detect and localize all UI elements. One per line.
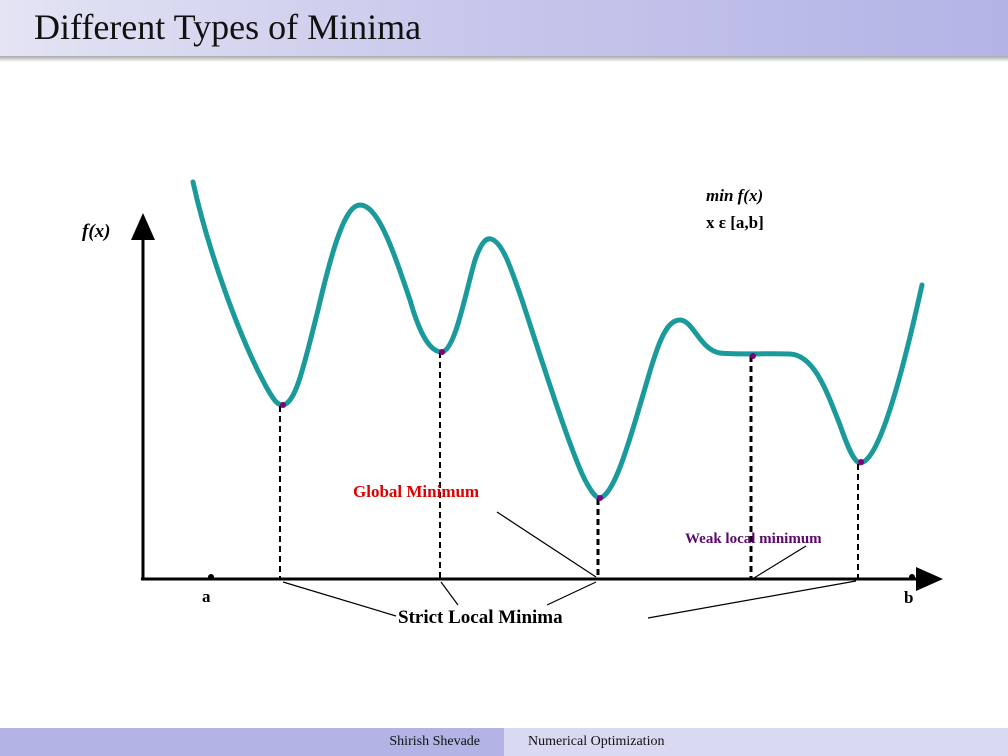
pointer-global (496, 511, 597, 578)
footer-author: Shirish Shevade (389, 734, 480, 749)
endpoint-a-label: a (202, 587, 211, 606)
min-point-2 (439, 349, 445, 355)
slide-title: Different Types of Minima (34, 7, 422, 47)
endpoint-a-dot (208, 574, 214, 580)
footer: Shirish Shevade Numerical Optimization (0, 728, 1008, 756)
min-point-global (597, 495, 603, 501)
pointer-weak (753, 545, 807, 579)
header-bar (0, 0, 1008, 56)
endpoint-b-dot (909, 574, 915, 580)
footer-talk-title: Numerical Optimization (528, 734, 665, 749)
global-minimum-label: Global Minimum (353, 482, 479, 501)
pointer-strict-3 (546, 581, 597, 606)
pointer-strict-4 (647, 580, 857, 619)
footer-right-panel: Numerical Optimization (504, 728, 1008, 756)
min-point-1 (280, 402, 286, 408)
min-point-weak (750, 353, 756, 359)
endpoint-b-label: b (904, 588, 913, 607)
strict-local-minima-label: Strict Local Minima (398, 607, 563, 628)
header-shadow (0, 56, 1008, 62)
footer-left-panel: Shirish Shevade (0, 728, 504, 756)
problem-line-2: x ε [a,b] (706, 213, 764, 232)
function-curve (190, 179, 925, 501)
y-axis-label: f(x) (82, 221, 110, 242)
problem-line-1: min f(x) (706, 186, 763, 205)
min-point-5 (858, 459, 864, 465)
weak-local-minimum-label: Weak local minimum (685, 531, 822, 547)
pointer-strict-1 (282, 581, 397, 617)
pointer-strict-2 (440, 581, 459, 606)
